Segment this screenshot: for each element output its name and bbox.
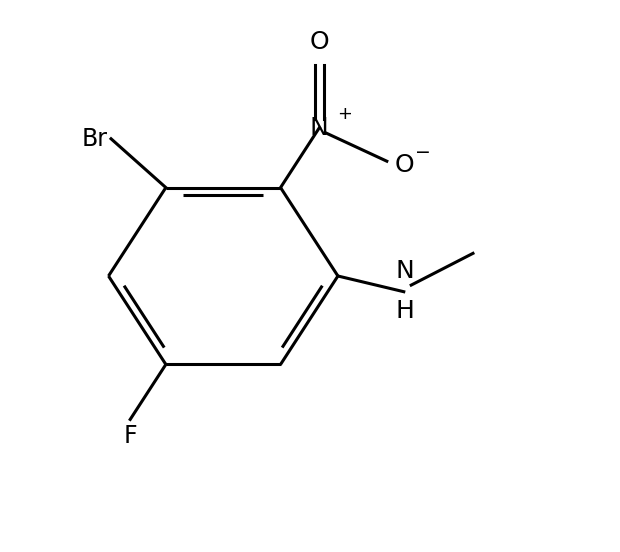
Text: O: O [394, 153, 414, 177]
Text: −: − [415, 144, 432, 162]
Text: F: F [123, 424, 137, 448]
Text: H: H [396, 299, 414, 323]
Text: O: O [309, 30, 329, 55]
Text: N: N [310, 116, 329, 140]
Text: N: N [396, 259, 414, 283]
Text: +: + [337, 105, 352, 123]
Text: Br: Br [81, 127, 107, 151]
